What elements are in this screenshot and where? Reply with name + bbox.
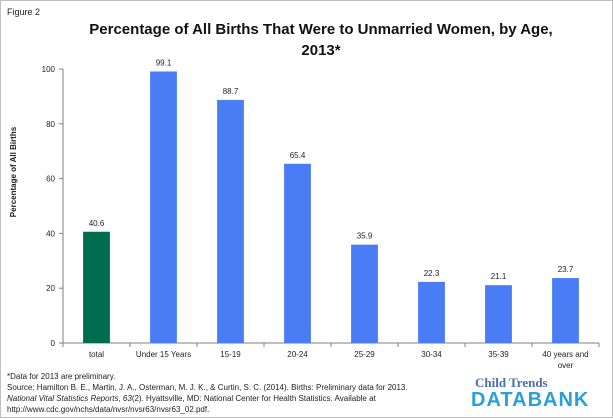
source-line-1: Source: Hamilton B. E., Martin, J. A., O…	[7, 383, 408, 392]
bar-4	[351, 244, 378, 343]
category-label-2: 15-19	[220, 350, 241, 359]
y-tick-label: 80	[46, 120, 55, 129]
data-label-4: 35.9	[357, 232, 373, 241]
child-trends-databank-logo: Child Trends DATABANK	[471, 375, 603, 413]
category-label-4: 25-29	[354, 350, 375, 359]
bar-5	[418, 281, 445, 343]
bar-7	[552, 278, 579, 343]
data-label-7: 23.7	[558, 265, 574, 274]
source-url: http://www.cdc.gov/nchs/data/nvsr/nvsr63…	[7, 405, 210, 414]
logo-line-1: Child Trends	[475, 375, 548, 390]
data-label-0: 40.6	[89, 219, 105, 228]
data-label-5: 22.3	[424, 269, 440, 278]
chart-title: Percentage of All Births That Were to Un…	[61, 19, 581, 61]
chart-title-line-1: Percentage of All Births That Were to Un…	[89, 21, 553, 38]
y-tick-label: 20	[46, 284, 55, 293]
category-label-7: 40 years and	[542, 350, 588, 359]
chart-title-line-2: 2013*	[301, 42, 341, 59]
data-label-1: 99.1	[156, 58, 172, 67]
category-label-6: 35-39	[488, 350, 509, 359]
category-label-7: over	[558, 361, 574, 370]
category-label-5: 30-34	[421, 350, 442, 359]
source-footer: *Data for 2013 are preliminary. Source: …	[7, 371, 447, 415]
data-label-3: 65.4	[290, 151, 306, 160]
bar-1	[150, 71, 177, 343]
bar-2	[217, 99, 244, 343]
bar-0	[83, 231, 110, 343]
y-tick-label: 100	[42, 65, 56, 74]
footnote: *Data for 2013 are preliminary.	[7, 372, 116, 381]
data-label-2: 88.7	[223, 87, 239, 96]
logo-line-2: DATABANK	[471, 389, 590, 411]
category-label-3: 20-24	[287, 350, 308, 359]
y-tick-label: 40	[46, 229, 55, 238]
source-line-2-rest: (2). Hyattsville, MD: National Center fo…	[131, 394, 376, 403]
y-tick-label: 0	[51, 339, 56, 348]
category-label-0: total	[89, 350, 104, 359]
source-line-2: National Vital Statistics Reports, 63(2)…	[7, 393, 447, 404]
bar-6	[485, 285, 512, 343]
source-journal: National Vital Statistics Reports, 63	[7, 394, 132, 403]
y-tick-label: 60	[46, 175, 55, 184]
figure-label: Figure 2	[7, 7, 41, 17]
category-label-1: Under 15 Years	[136, 350, 191, 359]
bar-3	[284, 163, 311, 343]
data-label-6: 21.1	[491, 272, 507, 281]
